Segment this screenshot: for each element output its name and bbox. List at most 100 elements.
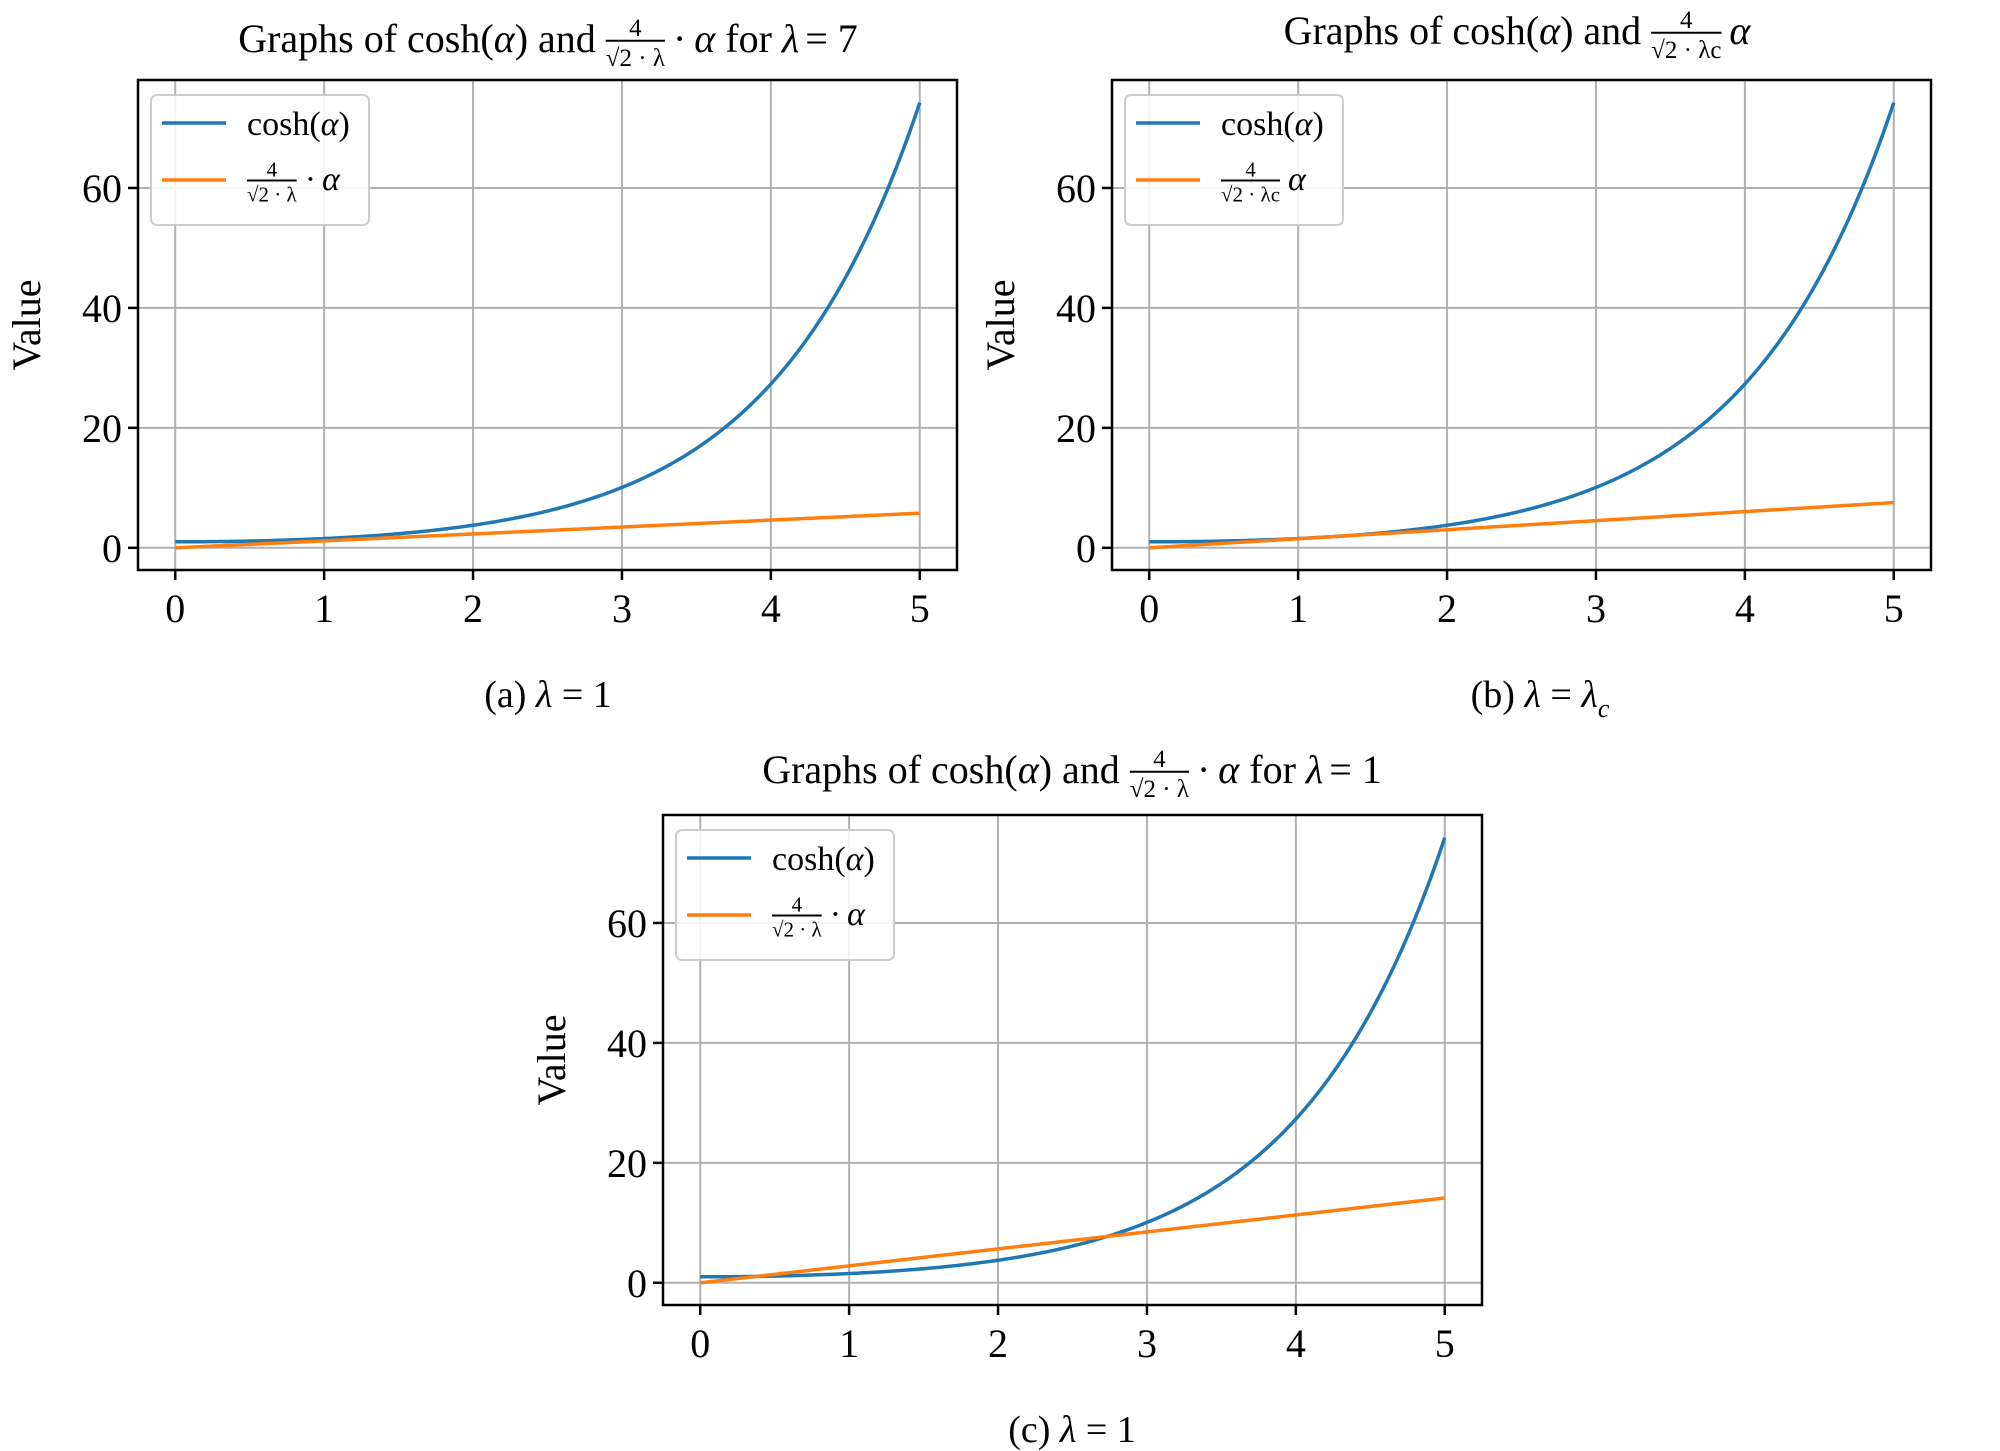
title-part-1: α bbox=[1018, 747, 1040, 792]
title-part-6: for bbox=[1249, 747, 1296, 792]
legend-label-linear-part-2: α bbox=[322, 161, 341, 198]
caption-prefix: (c) bbox=[1008, 1409, 1060, 1451]
cosh-series-line bbox=[700, 837, 1447, 1279]
x-tick-label: 3 bbox=[1137, 1321, 1157, 1366]
x-tick-label: 5 bbox=[1884, 586, 1904, 631]
legend-box bbox=[675, 829, 895, 961]
title-part-7: λ bbox=[781, 16, 799, 61]
title-part-0: Graphs of cosh( bbox=[1284, 8, 1540, 53]
legend-label-linear-frac-num: 4 bbox=[267, 157, 278, 181]
y-tick-label: 0 bbox=[627, 1261, 647, 1306]
title-frac-num: 4 bbox=[629, 15, 642, 42]
caption-lambda: λ bbox=[1523, 674, 1540, 716]
legend-label-linear-part-1: · bbox=[305, 161, 316, 198]
title-part-8: = 7 bbox=[805, 16, 858, 61]
legend-label-cosh-part-2: ) bbox=[864, 841, 875, 878]
legend-box bbox=[1124, 94, 1344, 226]
x-tick-label: 1 bbox=[839, 1321, 859, 1366]
title-frac-den: √2 · λc bbox=[1651, 37, 1721, 64]
x-tick-label: 0 bbox=[690, 1321, 710, 1366]
y-tick-label: 0 bbox=[1076, 526, 1096, 571]
legend-label-cosh-part-2: ) bbox=[1313, 106, 1324, 143]
legend-label-linear-frac-den: √2 · λc bbox=[1221, 183, 1280, 207]
legend-label-cosh-part-0: cosh( bbox=[1221, 106, 1295, 143]
y-tick-label: 20 bbox=[607, 1141, 647, 1186]
title-frac-num: 4 bbox=[1153, 746, 1166, 773]
caption-eq: = bbox=[1541, 674, 1581, 716]
title-part-7: λ bbox=[1305, 747, 1323, 792]
caption-lambda-c: λ bbox=[1580, 674, 1597, 716]
caption-lambda: λ bbox=[1059, 1409, 1076, 1451]
y-tick-label: 40 bbox=[1056, 286, 1096, 331]
x-tick-label: 1 bbox=[314, 586, 334, 631]
y-tick-label: 40 bbox=[607, 1021, 647, 1066]
title-frac-num: 4 bbox=[1680, 7, 1693, 34]
panel-caption: (b) λ = λc bbox=[1471, 674, 1610, 723]
x-tick-label: 1 bbox=[1288, 586, 1308, 631]
linear-series-line bbox=[1149, 500, 1894, 550]
y-tick-label: 60 bbox=[1056, 166, 1096, 211]
legend: cosh(α)√2 · λc4 α bbox=[1124, 94, 1344, 226]
title-part-2: ) and bbox=[1039, 747, 1120, 792]
x-tick-label: 5 bbox=[910, 586, 930, 631]
x-tick-label: 0 bbox=[1139, 586, 1159, 631]
title-frac-den: √2 · λ bbox=[606, 45, 665, 72]
linear-series-line bbox=[700, 1196, 1445, 1285]
legend-label-cosh-part-0: cosh( bbox=[772, 841, 846, 878]
title-part-1: α bbox=[1539, 8, 1561, 53]
caption-text: (b) λ = λc bbox=[1471, 674, 1610, 723]
y-axis-label: Value bbox=[4, 279, 49, 370]
title-part-0: Graphs of cosh( bbox=[238, 16, 494, 61]
caption-prefix: (a) bbox=[484, 674, 536, 716]
legend-label-cosh-part-1: α bbox=[321, 106, 340, 143]
y-tick-label: 20 bbox=[82, 406, 122, 451]
x-tick-label: 4 bbox=[1286, 1321, 1306, 1366]
x-tick-label: 5 bbox=[1435, 1321, 1455, 1366]
x-tick-label: 4 bbox=[1735, 586, 1755, 631]
title-part-2: ) and bbox=[1560, 8, 1641, 53]
y-tick-label: 60 bbox=[82, 166, 122, 211]
axes-frame bbox=[1110, 78, 1933, 572]
title-part-0: Graphs of cosh( bbox=[762, 747, 1018, 792]
cosh-series-line bbox=[175, 102, 922, 544]
y-tick-label: 40 bbox=[82, 286, 122, 331]
y-tick-label: 60 bbox=[607, 901, 647, 946]
caption-eq: = 1 bbox=[1076, 1409, 1135, 1451]
y-axis-label: Value bbox=[978, 279, 1023, 370]
y-tick-label: 0 bbox=[102, 526, 122, 571]
title-part-5: α bbox=[1218, 747, 1240, 792]
x-tick-label: 3 bbox=[612, 586, 632, 631]
axes-frame bbox=[661, 813, 1484, 1307]
y-axis-label: Value bbox=[529, 1014, 574, 1105]
title-part-8: = 1 bbox=[1329, 747, 1382, 792]
chart-title: Graphs of cosh(α) and √2 · λc4 α bbox=[1284, 7, 1752, 64]
caption-prefix: (b) bbox=[1471, 674, 1525, 716]
title-part-4: · bbox=[1197, 747, 1210, 792]
x-tick-label: 4 bbox=[761, 586, 781, 631]
panel-caption: (a) λ = 1 bbox=[484, 674, 612, 716]
legend-label-linear-frac-den: √2 · λ bbox=[772, 918, 823, 942]
legend-label-linear-frac-den: √2 · λ bbox=[247, 183, 298, 207]
axes-frame bbox=[136, 78, 959, 572]
legend-label-cosh-part-0: cosh( bbox=[247, 106, 321, 143]
caption-text: (c) λ = 1 bbox=[1008, 1409, 1136, 1451]
title-part-1: α bbox=[494, 16, 516, 61]
x-tick-label: 3 bbox=[1586, 586, 1606, 631]
x-tick-label: 2 bbox=[988, 1321, 1008, 1366]
legend-label-cosh-part-1: α bbox=[846, 841, 865, 878]
x-tick-label: 0 bbox=[165, 586, 185, 631]
legend-label-linear-part-1: · bbox=[830, 896, 841, 933]
caption-lambda: λ bbox=[535, 674, 552, 716]
legend-label-linear-part-2: α bbox=[847, 896, 866, 933]
y-tick-label: 20 bbox=[1056, 406, 1096, 451]
caption-text: (a) λ = 1 bbox=[484, 674, 612, 716]
title-part-4: · bbox=[673, 16, 686, 61]
x-tick-label: 2 bbox=[1437, 586, 1457, 631]
title-frac-den: √2 · λ bbox=[1130, 776, 1189, 803]
legend: cosh(α) √2 · λ4 · α bbox=[675, 829, 895, 961]
legend-label-linear-part-2: α bbox=[1288, 161, 1307, 198]
title-part-6: for bbox=[725, 16, 772, 61]
